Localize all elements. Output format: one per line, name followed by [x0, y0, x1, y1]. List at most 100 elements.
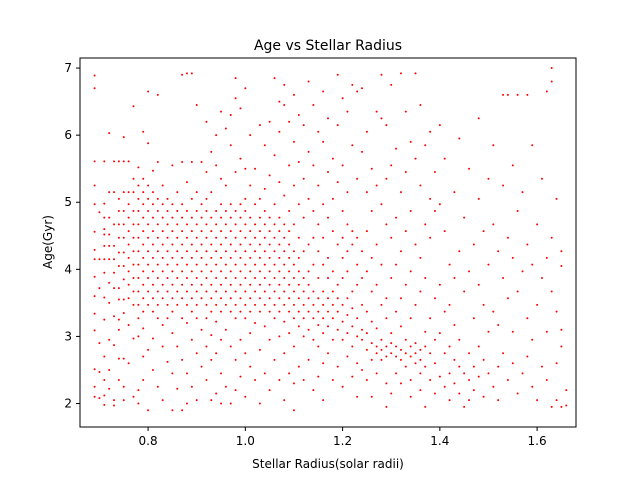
data-point [132, 337, 135, 340]
data-point [185, 402, 188, 405]
data-point [511, 164, 514, 167]
data-point [127, 256, 130, 259]
data-point [322, 236, 325, 239]
data-point [103, 271, 106, 274]
data-point [108, 258, 111, 261]
data-point [292, 303, 295, 306]
data-point [117, 357, 120, 360]
data-point [147, 197, 150, 200]
data-point [195, 191, 198, 194]
data-point [142, 355, 145, 358]
data-point [244, 263, 247, 266]
data-point [258, 310, 261, 313]
data-point [234, 77, 237, 80]
data-point [108, 387, 111, 390]
data-point [438, 332, 441, 335]
data-point [385, 317, 388, 320]
data-point [453, 358, 456, 361]
data-point [351, 243, 354, 246]
data-point [234, 97, 237, 100]
data-point [419, 184, 422, 187]
data-point [220, 216, 223, 219]
data-point [399, 72, 402, 75]
data-point [229, 256, 232, 259]
data-point [356, 263, 359, 266]
data-point [550, 67, 553, 70]
data-point [317, 310, 320, 313]
data-point [297, 236, 300, 239]
y-axis-label: Age(Gyr) [41, 215, 55, 269]
data-point [210, 230, 213, 233]
data-point [322, 362, 325, 365]
data-point [288, 243, 291, 246]
data-point [327, 325, 329, 328]
data-point [331, 197, 334, 200]
data-point [409, 395, 412, 398]
data-point [113, 160, 116, 163]
data-point [93, 385, 96, 388]
data-point [185, 372, 188, 375]
data-point [195, 103, 198, 106]
data-point [132, 209, 135, 212]
data-point [516, 392, 519, 395]
data-point [317, 345, 320, 348]
data-point [137, 236, 140, 239]
data-point [307, 297, 310, 300]
data-point [166, 209, 169, 212]
data-point [390, 352, 393, 355]
data-point [113, 404, 116, 407]
data-point [292, 140, 295, 143]
data-point [443, 157, 446, 160]
data-point [390, 392, 393, 395]
data-point [205, 263, 208, 266]
data-point [463, 372, 466, 375]
y-tick-label: 2 [64, 397, 72, 411]
data-point [424, 277, 427, 280]
data-point [220, 177, 223, 180]
data-point [443, 310, 446, 313]
data-point [249, 256, 252, 259]
data-point [312, 103, 315, 106]
data-point [278, 256, 281, 259]
data-point [195, 236, 198, 239]
data-point [137, 303, 140, 306]
data-point [302, 317, 305, 320]
data-point [190, 197, 193, 200]
chart-title: Age vs Stellar Radius [254, 38, 402, 54]
data-point [171, 203, 174, 206]
data-point [302, 277, 305, 280]
data-point [526, 355, 529, 358]
data-point [487, 263, 490, 266]
data-point [122, 298, 125, 301]
data-point [137, 209, 140, 212]
data-point [166, 223, 169, 226]
data-point [336, 283, 339, 286]
data-point [380, 303, 383, 306]
data-point [108, 216, 111, 219]
data-point [560, 328, 563, 331]
data-point [288, 164, 291, 167]
data-point [341, 320, 344, 323]
data-point [424, 405, 427, 408]
data-point [137, 197, 140, 200]
data-point [555, 399, 558, 402]
data-point [147, 90, 150, 93]
data-point [336, 310, 339, 313]
data-point [93, 230, 96, 233]
data-point [268, 297, 271, 300]
data-point [380, 348, 383, 351]
data-point [98, 397, 101, 400]
data-point [263, 223, 266, 226]
data-point [229, 216, 232, 219]
data-point [375, 110, 378, 113]
data-point [545, 330, 548, 333]
data-point [249, 230, 252, 233]
data-point [521, 191, 524, 194]
data-point [555, 310, 558, 313]
data-point [268, 243, 271, 246]
data-point [438, 203, 441, 206]
data-point [536, 399, 539, 402]
data-point [429, 317, 432, 320]
data-point [540, 177, 543, 180]
data-point [210, 358, 213, 361]
